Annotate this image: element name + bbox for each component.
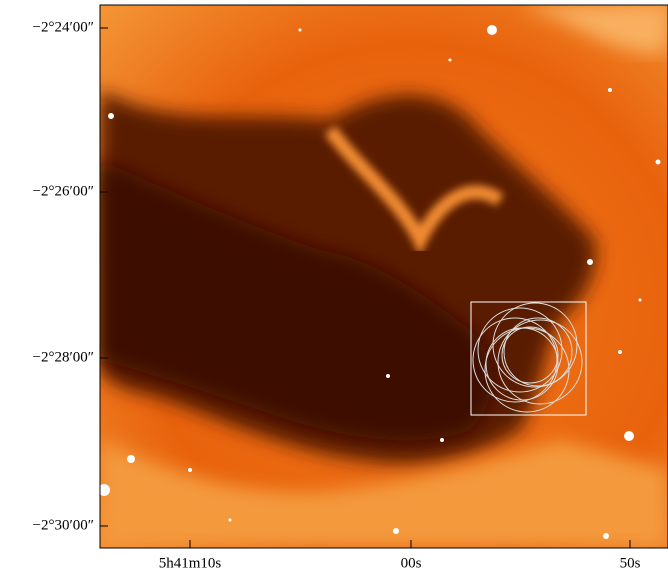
sky-image <box>100 5 668 548</box>
aperture-overlay <box>470 301 587 416</box>
frame <box>99 4 668 549</box>
stars <box>100 25 661 539</box>
y-axis-label: −2°28′00″ <box>33 349 95 365</box>
x-axis-label: 00s <box>401 555 422 571</box>
x-axis-label: 5h41m10s <box>159 555 222 571</box>
x-axis-label: 50s <box>620 555 641 571</box>
y-axis-label: −2°26′00″ <box>33 183 95 199</box>
y-axis-label: −2°30′00″ <box>33 517 95 533</box>
y-axis-label: −2°24′00″ <box>33 19 95 35</box>
